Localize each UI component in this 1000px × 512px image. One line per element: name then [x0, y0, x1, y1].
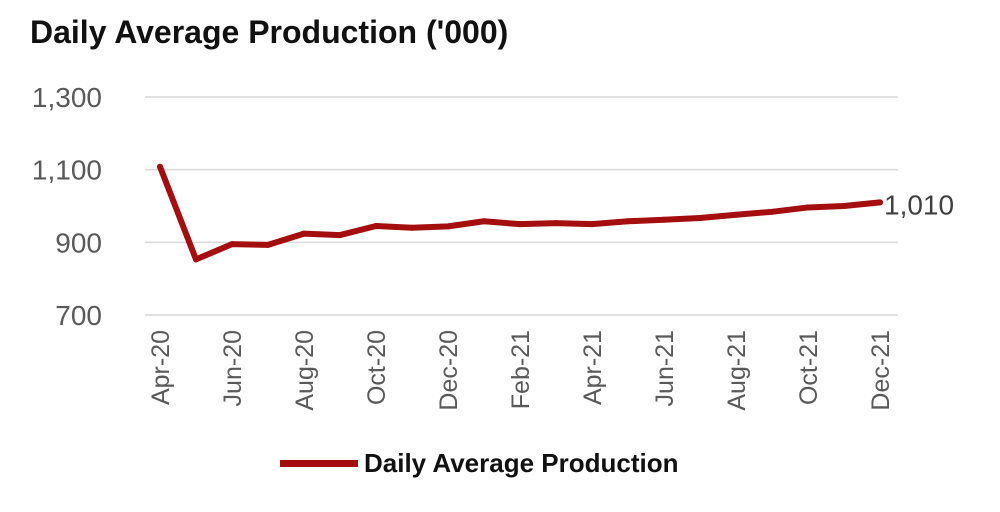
- gridlines: [145, 96, 898, 316]
- legend-swatch: [280, 460, 358, 467]
- data-point: [877, 199, 883, 206]
- data-point: [697, 214, 703, 221]
- data-point: [553, 220, 559, 227]
- data-point: [337, 232, 343, 239]
- data-point: [769, 208, 775, 215]
- x-tick-label: Dec-21: [867, 330, 895, 411]
- chart-title: Daily Average Production ('000): [30, 14, 509, 50]
- y-tick-label: 1,300: [32, 82, 102, 113]
- data-point: [265, 241, 271, 248]
- x-tick-label: Aug-20: [291, 330, 319, 411]
- data-point: [157, 163, 163, 170]
- data-point: [409, 224, 415, 231]
- y-tick-label: 900: [55, 227, 102, 258]
- data-point: [481, 218, 487, 225]
- x-tick-label: Oct-20: [363, 330, 391, 405]
- data-point: [589, 221, 595, 228]
- x-tick-label: Jun-21: [651, 330, 679, 406]
- y-tick-label: 1,100: [32, 155, 102, 186]
- y-axis-ticks: 700 900 1,100 1,300: [32, 82, 102, 331]
- data-point: [445, 223, 451, 230]
- x-tick-label: Aug-21: [723, 330, 751, 411]
- legend: Daily Average Production: [280, 448, 679, 479]
- data-point: [841, 203, 847, 209]
- data-point: [193, 256, 199, 263]
- data-label: 1,010: [884, 189, 954, 220]
- x-tick-label: Dec-20: [435, 330, 463, 411]
- x-tick-label: Jun-20: [219, 330, 247, 406]
- data-point: [805, 204, 811, 211]
- data-point: [517, 221, 523, 228]
- data-point: [373, 222, 379, 229]
- data-point: [625, 218, 631, 225]
- legend-label: Daily Average Production: [364, 448, 679, 478]
- annotations: 1,010: [884, 189, 954, 220]
- x-tick-label: Apr-20: [147, 330, 175, 405]
- x-tick-label: Apr-21: [579, 330, 607, 405]
- x-tick-label: Oct-21: [795, 330, 823, 405]
- y-tick-label: 700: [55, 300, 102, 331]
- data-point: [301, 230, 307, 237]
- data-point: [733, 211, 739, 218]
- data-point: [661, 216, 667, 223]
- x-axis-ticks: Apr-20 Jun-20 Aug-20 Oct-20 Dec-20 Feb-21 Apr-…: [147, 330, 895, 411]
- x-tick-label: Feb-21: [507, 330, 535, 409]
- data-point: [229, 241, 235, 248]
- series-layer: [157, 163, 883, 263]
